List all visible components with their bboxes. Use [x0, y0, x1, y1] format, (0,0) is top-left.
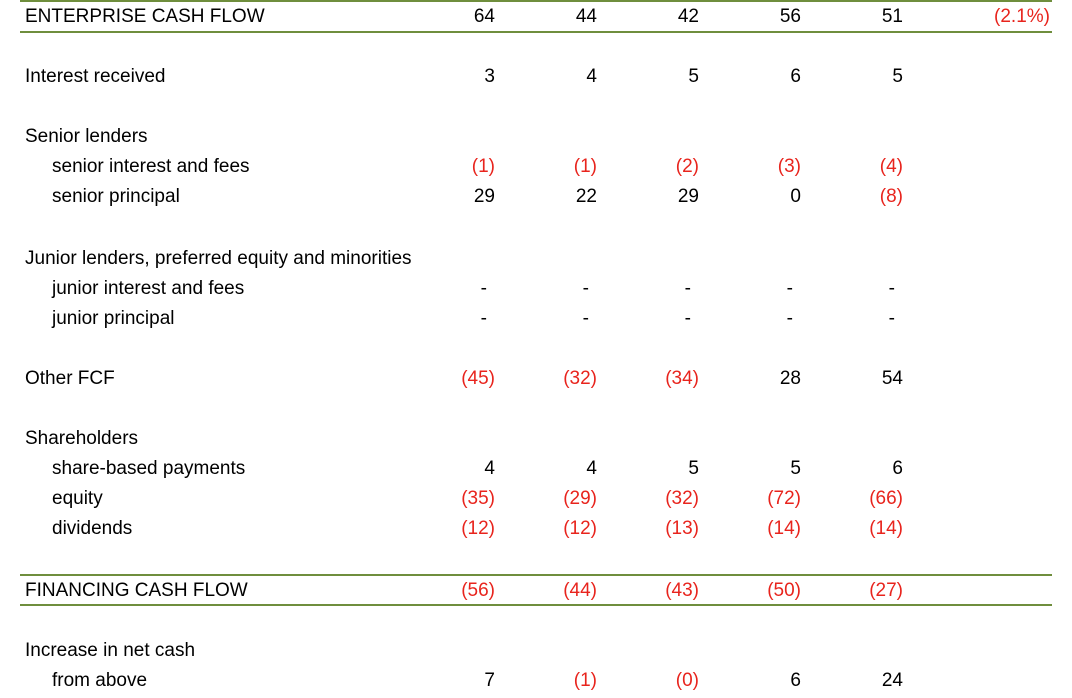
row-senior-principal: senior principal 29 22 29 0 (8)	[0, 182, 1072, 212]
value-col-5: (4)	[879, 156, 903, 177]
row-share-based-payments: share-based payments 4 4 5 5 6	[0, 454, 1072, 484]
value-col-4: -	[786, 278, 793, 299]
value-col-1: (12)	[461, 518, 495, 539]
value-col-3: 5	[688, 66, 699, 87]
section-heading: Senior lenders	[25, 126, 148, 147]
value-col-2: (29)	[563, 488, 597, 509]
value-col-1: (56)	[461, 580, 495, 601]
financing-bottom-rule	[20, 604, 1052, 606]
value-col-5: 51	[881, 6, 903, 27]
value-col-1: 3	[484, 66, 495, 87]
value-col-4: 28	[779, 368, 801, 389]
value-col-4: (3)	[777, 156, 801, 177]
value-col-2: (1)	[573, 670, 597, 691]
row-junior-principal: junior principal - - - - -	[0, 304, 1072, 334]
value-col-1: 7	[484, 670, 495, 691]
value-col-5: 24	[881, 670, 903, 691]
row-label: junior principal	[52, 308, 175, 329]
row-label: dividends	[52, 518, 133, 539]
financing-top-rule	[20, 574, 1052, 576]
value-col-2: (44)	[563, 580, 597, 601]
growth-value: (2.1%)	[994, 6, 1050, 27]
value-col-3: (32)	[665, 488, 699, 509]
row-label: equity	[52, 488, 103, 509]
value-col-2: -	[582, 308, 589, 329]
value-col-3: (2)	[675, 156, 699, 177]
value-col-3: 5	[688, 458, 699, 479]
value-col-1: 64	[473, 6, 495, 27]
value-col-4: 0	[790, 186, 801, 207]
section-heading: Shareholders	[25, 428, 139, 449]
row-shareholders-heading: Shareholders	[0, 424, 1072, 454]
top-rule	[20, 0, 1052, 2]
row-dividends: dividends (12) (12) (13) (14) (14)	[0, 514, 1072, 544]
row-senior-lenders-heading: Senior lenders	[0, 122, 1072, 152]
value-col-2: (1)	[573, 156, 597, 177]
row-financing-cash-flow: FINANCING CASH FLOW (56) (44) (43) (50) …	[0, 576, 1072, 606]
enterprise-bottom-rule	[20, 31, 1052, 33]
row-label: senior interest and fees	[52, 156, 250, 177]
value-col-1: (1)	[471, 156, 495, 177]
value-col-2: (32)	[563, 368, 597, 389]
row-junior-interest: junior interest and fees - - - - -	[0, 274, 1072, 304]
section-heading: Junior lenders, preferred equity and min…	[25, 248, 412, 269]
value-col-1: -	[480, 278, 487, 299]
value-col-1: 29	[473, 186, 495, 207]
value-col-2: (12)	[563, 518, 597, 539]
value-col-4: (14)	[767, 518, 801, 539]
value-col-5: -	[888, 278, 895, 299]
value-col-5: 54	[881, 368, 903, 389]
value-col-4: 6	[790, 670, 801, 691]
value-col-5: 5	[892, 66, 903, 87]
section-heading: Increase in net cash	[25, 640, 196, 661]
value-col-2: 22	[575, 186, 597, 207]
value-col-5: (8)	[879, 186, 903, 207]
row-other-fcf: Other FCF (45) (32) (34) 28 54	[0, 364, 1072, 394]
value-col-1: -	[480, 308, 487, 329]
row-label: Other FCF	[25, 368, 115, 389]
value-col-4: (72)	[767, 488, 801, 509]
value-col-4: 56	[779, 6, 801, 27]
value-col-5: -	[888, 308, 895, 329]
row-enterprise-cash-flow: ENTERPRISE CASH FLOW 64 44 42 56 51 (2.1…	[0, 2, 1072, 32]
value-col-4: (50)	[767, 580, 801, 601]
value-col-2: 4	[586, 66, 597, 87]
value-col-3: -	[684, 278, 691, 299]
value-col-3: 29	[677, 186, 699, 207]
value-col-5: 6	[892, 458, 903, 479]
row-label: Interest received	[25, 66, 166, 87]
row-senior-interest: senior interest and fees (1) (1) (2) (3)…	[0, 152, 1072, 182]
value-col-4: 5	[790, 458, 801, 479]
row-equity: equity (35) (29) (32) (72) (66)	[0, 484, 1072, 514]
value-col-1: (45)	[461, 368, 495, 389]
value-col-3: -	[684, 308, 691, 329]
value-col-3: (43)	[665, 580, 699, 601]
value-col-2: 4	[586, 458, 597, 479]
value-col-1: 4	[484, 458, 495, 479]
row-label: ENTERPRISE CASH FLOW	[25, 6, 265, 27]
row-from-above: from above 7 (1) (0) 6 24	[0, 666, 1072, 696]
value-col-2: -	[582, 278, 589, 299]
row-label: junior interest and fees	[52, 278, 245, 299]
row-label: share-based payments	[52, 458, 246, 479]
row-label: from above	[52, 670, 148, 691]
value-col-2: 44	[575, 6, 597, 27]
value-col-1: (35)	[461, 488, 495, 509]
row-label: senior principal	[52, 186, 180, 207]
value-col-3: (34)	[665, 368, 699, 389]
row-net-cash-heading: Increase in net cash	[0, 636, 1072, 666]
value-col-5: (14)	[869, 518, 903, 539]
row-interest-received: Interest received 3 4 5 6 5	[0, 62, 1072, 92]
value-col-4: -	[786, 308, 793, 329]
row-label: FINANCING CASH FLOW	[25, 580, 248, 601]
row-junior-lenders-heading: Junior lenders, preferred equity and min…	[0, 244, 1072, 274]
value-col-3: (0)	[675, 670, 699, 691]
value-col-4: 6	[790, 66, 801, 87]
value-col-3: 42	[677, 6, 699, 27]
value-col-5: (27)	[869, 580, 903, 601]
value-col-3: (13)	[665, 518, 699, 539]
value-col-5: (66)	[869, 488, 903, 509]
